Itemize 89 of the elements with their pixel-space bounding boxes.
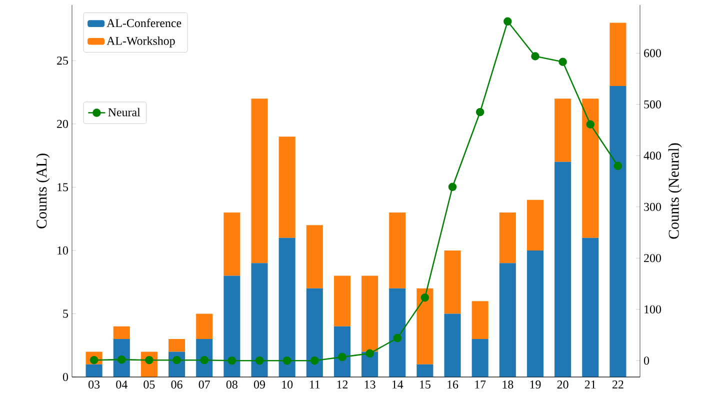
bar (416, 364, 434, 377)
x-tick-label: 17 (475, 380, 486, 388)
x-tick-label: 14 (392, 380, 404, 388)
point (366, 349, 374, 358)
y2-tick-label: 500 (644, 100, 661, 108)
bar (362, 276, 378, 352)
point (282, 356, 292, 365)
bar (444, 314, 461, 377)
bar (416, 288, 434, 364)
point (558, 58, 567, 66)
y-axis-title: Counts (AL) (36, 154, 50, 228)
point (228, 356, 236, 365)
bar (278, 136, 296, 238)
x-tick-label: 18 (502, 380, 514, 389)
bar (526, 250, 544, 377)
y2-tick-label: 200 (644, 254, 661, 262)
x-tick-label: 16 (448, 380, 458, 389)
x-tick-label: 13 (364, 380, 376, 389)
point (255, 356, 264, 365)
x-tick-label: 21 (584, 380, 596, 388)
y-tick-label: 20 (57, 120, 68, 128)
bar (251, 263, 268, 377)
x-tick-label: 20 (557, 380, 568, 389)
point (310, 356, 319, 365)
bar (224, 276, 240, 377)
x-tick-label: 15 (420, 380, 430, 389)
x-tick-label: 07 (198, 380, 210, 389)
bar (306, 225, 323, 288)
bar (251, 98, 268, 264)
legend-label: AL-Conference (106, 18, 182, 28)
x-tick-label: 11 (310, 380, 320, 388)
bar (278, 238, 296, 377)
point (393, 334, 402, 342)
bar (526, 200, 544, 250)
bar (196, 314, 213, 340)
x-tick-label: 10 (282, 380, 293, 389)
point (420, 293, 430, 302)
bar (168, 339, 186, 352)
point (117, 355, 126, 364)
bar (582, 98, 599, 238)
bar (196, 339, 213, 377)
y-tick-label: 25 (57, 56, 68, 65)
x-tick-label: 04 (116, 380, 128, 389)
bar (610, 86, 626, 377)
y2-tick-label: 600 (644, 49, 661, 58)
point (531, 52, 540, 60)
x-tick-label: 08 (226, 380, 238, 389)
bar (554, 162, 572, 377)
y-tick-label: 5 (63, 310, 68, 318)
y-tick-label: 10 (58, 246, 68, 254)
bar (444, 250, 461, 314)
bar (334, 326, 350, 377)
bar (554, 98, 572, 162)
x-tick-label: 09 (254, 380, 265, 389)
bar (610, 22, 626, 86)
y-tick-label: 0 (62, 372, 68, 382)
bar (389, 288, 406, 377)
point (614, 162, 622, 170)
x-tick-label: 06 (171, 380, 182, 389)
point (338, 352, 346, 362)
bar (86, 364, 102, 377)
x-tick-label: 12 (337, 380, 348, 388)
point (200, 356, 208, 364)
bar (306, 288, 323, 377)
bar (582, 238, 599, 377)
y2-tick-label: 100 (644, 305, 661, 314)
bar (499, 263, 516, 377)
x-tick-label: 22 (612, 380, 624, 388)
point (476, 108, 484, 116)
x-tick-label: 03 (88, 380, 100, 389)
y2-axis-title: Counts (Neural) (668, 143, 682, 239)
bar (389, 212, 406, 288)
y2-tick-label: 0 (644, 356, 650, 365)
y2-tick-label: 400 (644, 152, 661, 160)
x-tick-label: 05 (144, 380, 155, 389)
bar (224, 212, 240, 276)
bar (472, 339, 488, 377)
y2-tick-label: 300 (644, 202, 661, 211)
point (448, 182, 457, 192)
y-tick-label: 15 (58, 183, 68, 192)
bar (334, 276, 350, 326)
bar (113, 326, 130, 340)
point (504, 17, 512, 26)
legend-label: AL-Workshop (106, 36, 175, 48)
bar (472, 301, 488, 340)
x-tick-label: 19 (530, 380, 541, 389)
legend-label: Neural (108, 108, 140, 116)
point (586, 120, 595, 129)
bar (499, 212, 516, 264)
